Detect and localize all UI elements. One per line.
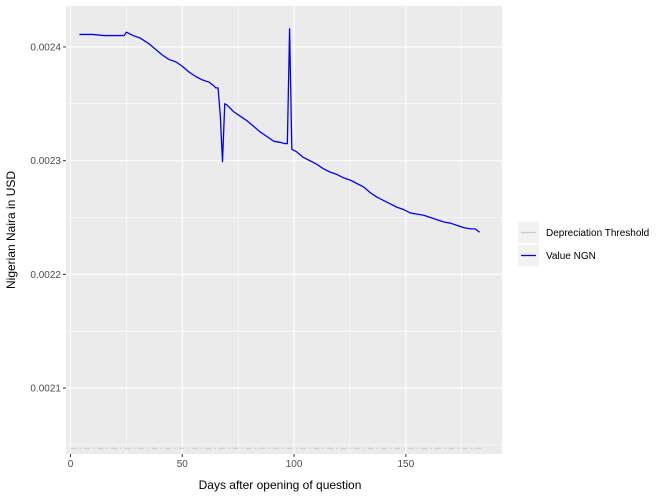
major-gridlines bbox=[66, 6, 502, 454]
x-tick-label: 150 bbox=[398, 459, 415, 470]
legend: Depreciation Threshold Value NGN bbox=[518, 222, 649, 266]
y-axis: 0.0021 0.0022 0.0023 0.0024 bbox=[30, 42, 66, 395]
x-tick-label: 0 bbox=[68, 459, 74, 470]
series-line-value-ngn bbox=[79, 28, 481, 233]
legend-label: Value NGN bbox=[546, 251, 596, 262]
y-tick-label: 0.0024 bbox=[30, 42, 61, 53]
x-axis-title: Days after opening of question bbox=[199, 478, 362, 492]
legend-label: Depreciation Threshold bbox=[546, 228, 649, 239]
y-axis-title: Nigerian Naira in USD bbox=[4, 171, 18, 289]
series-layer bbox=[70, 28, 482, 449]
plot-panel bbox=[66, 6, 502, 454]
x-axis: 0 50 100 150 bbox=[68, 454, 415, 470]
y-tick-label: 0.0021 bbox=[30, 384, 61, 395]
y-tick-label: 0.0022 bbox=[30, 270, 61, 281]
x-tick-label: 100 bbox=[286, 459, 303, 470]
x-tick-label: 50 bbox=[177, 459, 189, 470]
y-tick-label: 0.0023 bbox=[30, 156, 61, 167]
minor-gridlines bbox=[66, 6, 502, 454]
